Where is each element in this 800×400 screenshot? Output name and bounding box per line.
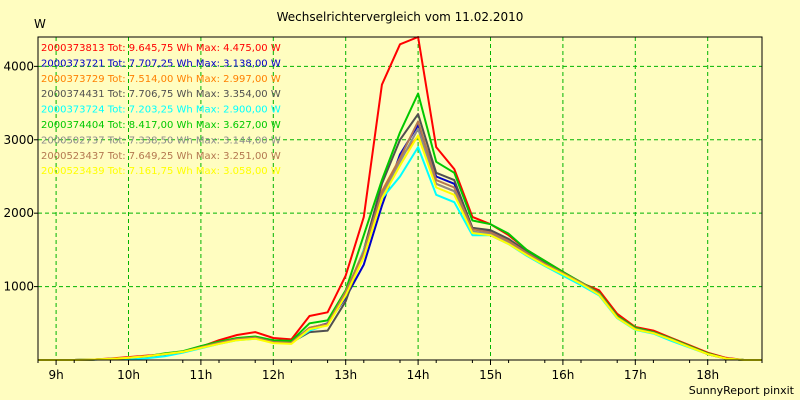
legend-entry-2000523439: 2000523439 Tot: 7.161,75 Wh Max: 3.058,0… xyxy=(41,166,281,177)
axes: 9h 10h 11h 12h 13h 14h 15h 16h 17h 18h 1000 2000 300… xyxy=(3,17,763,382)
y-axis-label: W xyxy=(34,17,46,31)
series-lines xyxy=(38,36,762,361)
plot-frame xyxy=(37,36,763,361)
legend-entry-2000374404: 2000374404 Tot: 8.417,00 Wh Max: 3.627,0… xyxy=(41,120,281,131)
legend: 2000373813 Tot: 9.645,75 Wh Max: 4.475,0… xyxy=(41,43,281,177)
x-tick-label: 17h xyxy=(624,368,647,382)
y-tick-label: 1000 xyxy=(3,280,34,294)
x-tick-label: 9h xyxy=(48,368,63,382)
x-tick-label: 12h xyxy=(262,368,285,382)
x-tick-label: 10h xyxy=(117,368,140,382)
x-tick-label: 13h xyxy=(334,368,357,382)
chart-title: Wechselrichtervergleich vom 11.02.2010 xyxy=(276,10,524,24)
x-tick-label: 14h xyxy=(407,368,430,382)
y-tick-label: 3000 xyxy=(3,133,34,147)
legend-entry-2000373724: 2000373724 Tot: 7.203,25 Wh Max: 2.900,0… xyxy=(41,105,281,116)
legend-entry-2000373721: 2000373721 Tot: 7.707,25 Wh Max: 3.138,0… xyxy=(41,58,281,69)
x-tick-label: 11h xyxy=(189,368,212,382)
plot-area xyxy=(38,37,762,360)
legend-entry-2000373729: 2000373729 Tot: 7.514,00 Wh Max: 2.997,0… xyxy=(41,74,281,85)
legend-entry-2000374431: 2000374431 Tot: 7.706,75 Wh Max: 3.354,0… xyxy=(41,89,281,100)
grid-lines xyxy=(38,37,762,360)
legend-entry-2000373813: 2000373813 Tot: 9.645,75 Wh Max: 4.475,0… xyxy=(41,43,281,54)
x-tick-label: 16h xyxy=(551,368,574,382)
footer-credit: SunnyReport pinxit xyxy=(688,384,794,397)
legend-entry-2000523437: 2000523437 Tot: 7.649,25 Wh Max: 3.251,0… xyxy=(41,151,281,162)
x-tick-label: 18h xyxy=(696,368,719,382)
legend-entry-2000502737: 2000502737 Tot: 7.338,50 Wh Max: 3.144,0… xyxy=(41,135,281,146)
y-tick-label: 2000 xyxy=(3,206,34,220)
y-tick-label: 4000 xyxy=(3,59,34,73)
x-tick-label: 15h xyxy=(479,368,502,382)
series-line-2000523439 xyxy=(38,134,762,361)
